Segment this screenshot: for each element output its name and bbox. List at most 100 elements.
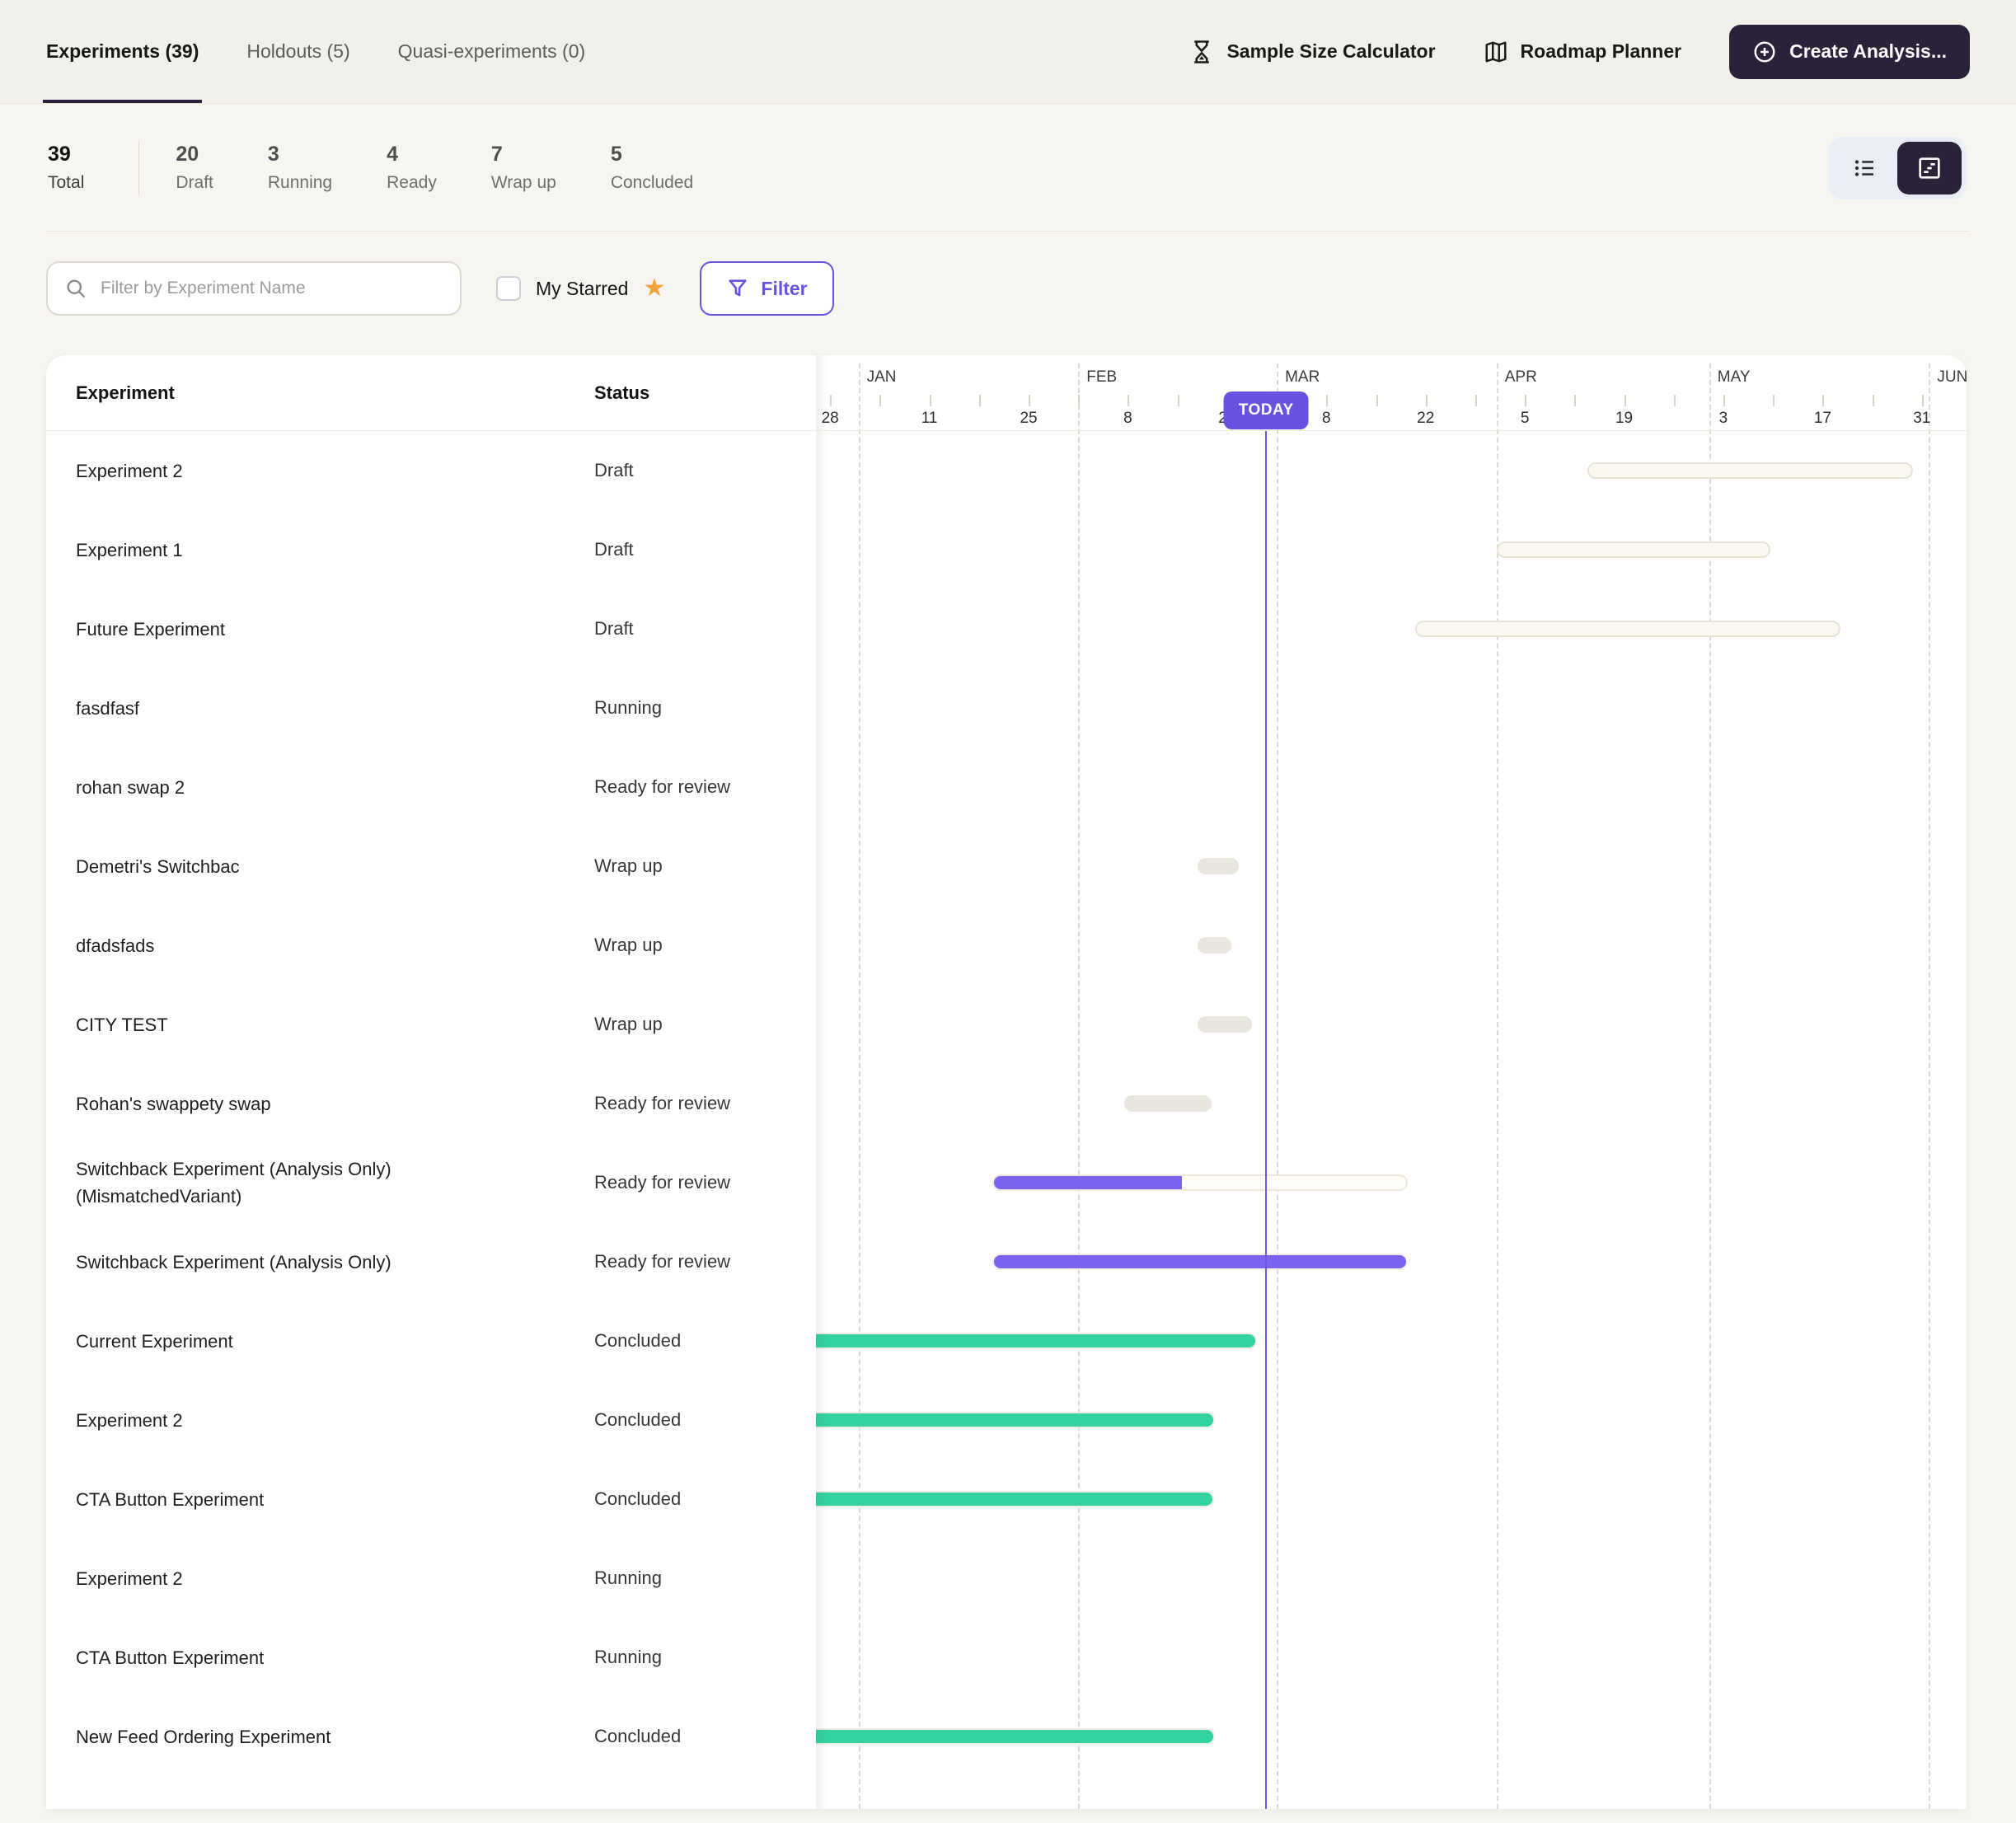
gantt-bar-draft[interactable]: [1587, 462, 1913, 479]
experiment-status: Concluded: [594, 1488, 682, 1509]
star-icon: ★: [643, 274, 666, 302]
create-analysis-button[interactable]: Create Analysis...: [1729, 24, 1970, 79]
roadmap-planner-label: Roadmap Planner: [1520, 40, 1682, 62]
timeline-tick: [1128, 395, 1130, 406]
experiment-status: Draft: [594, 539, 634, 560]
experiment-name: Experiment 1: [76, 539, 183, 560]
stat-total-value: 39: [48, 143, 71, 166]
experiment-name: CITY TEST: [76, 1014, 168, 1035]
experiment-name: Switchback Experiment (Analysis Only): [76, 1251, 391, 1272]
month-label-mar: MAR: [1285, 368, 1320, 386]
timeline-tick-label: 3: [1718, 410, 1728, 427]
stats-row: 39 Total 20 Draft 3 Running 4 Ready 7 Wrap up 5 C…: [0, 104, 2016, 199]
my-starred-label: My Starred: [536, 277, 629, 299]
search-icon: [64, 277, 87, 300]
table-row[interactable]: CTA Button Experiment Concluded: [46, 1460, 1967, 1539]
gantt-bar-gray[interactable]: [1124, 1095, 1212, 1112]
experiment-name: Future Experiment: [76, 618, 225, 640]
roadmap-planner-button[interactable]: Roadmap Planner: [1484, 40, 1682, 64]
timeline-tick: [929, 395, 931, 406]
table-row[interactable]: Demetri's Switchbac Wrap up: [46, 827, 1967, 906]
timeline-tick: [1624, 395, 1626, 406]
experiment-name: Experiment 2: [76, 1409, 183, 1431]
table-row[interactable]: Current Experiment Concluded: [46, 1301, 1967, 1380]
filter-button[interactable]: Filter: [700, 261, 834, 316]
timeline-tick: [1673, 395, 1676, 406]
list-view-button[interactable]: [1833, 142, 1897, 194]
table-row[interactable]: fasdfasf Running: [46, 668, 1967, 747]
gantt-bar-progress[interactable]: [992, 1174, 1409, 1191]
month-label-may: MAY: [1717, 368, 1751, 386]
today-line: [1265, 431, 1268, 1809]
timeline-tick: [1723, 395, 1725, 406]
gantt-bar-green[interactable]: [816, 1412, 1216, 1428]
timeline-view-button[interactable]: [1897, 142, 1962, 194]
column-header-status: Status: [594, 382, 650, 403]
experiment-status: Concluded: [594, 1409, 682, 1430]
gantt-bar-gray[interactable]: [1197, 937, 1232, 954]
table-row[interactable]: Switchback Experiment (Analysis Only) (M…: [46, 1143, 1967, 1222]
stat-draft: 20 Draft: [176, 143, 213, 193]
table-row[interactable]: Experiment 2 Draft: [46, 431, 1967, 510]
experiment-status: Wrap up: [594, 935, 663, 955]
experiment-name: New Feed Ordering Experiment: [76, 1726, 331, 1747]
gantt-bar-gray[interactable]: [1197, 1016, 1252, 1033]
experiment-status: Running: [594, 1568, 662, 1588]
tab-experiments-39[interactable]: Experiments (39): [42, 0, 203, 103]
table-row[interactable]: New Feed Ordering Experiment Concluded: [46, 1697, 1967, 1776]
timeline-tick: [1822, 395, 1825, 406]
tab-holdouts-5[interactable]: Holdouts (5): [246, 40, 350, 62]
month-label-feb: FEB: [1086, 368, 1118, 386]
timeline-tick-label: 28: [821, 410, 839, 427]
gantt-bar-draft[interactable]: [1414, 621, 1840, 637]
search-input[interactable]: [99, 278, 443, 299]
table-row[interactable]: Experiment 1 Draft: [46, 510, 1967, 589]
experiment-name: rohan swap 2: [76, 776, 185, 798]
experiment-status: Draft: [594, 618, 634, 639]
stat-value: 4: [387, 143, 399, 166]
experiment-name: Demetri's Switchbac: [76, 855, 240, 877]
gantt-bar-green[interactable]: [816, 1728, 1216, 1745]
table-row[interactable]: Experiment 2 Running: [46, 1539, 1967, 1618]
gantt-bar-green[interactable]: [816, 1491, 1215, 1507]
timeline-tick: [1773, 395, 1775, 406]
timeline-tick: [1425, 395, 1428, 406]
table-row[interactable]: CTA Button Experiment Running: [46, 1618, 1967, 1697]
month-label-apr: APR: [1504, 368, 1537, 386]
table-row[interactable]: rohan swap 2 Ready for review: [46, 747, 1967, 827]
experiments-table-card: JANFEBMARAPRMAYJUN28112582282251931731TO…: [46, 355, 1967, 1809]
gantt-bar-draft[interactable]: [1496, 541, 1770, 558]
map-icon: [1484, 40, 1508, 64]
month-label-jan: JAN: [866, 368, 897, 386]
stat-value: 7: [490, 143, 503, 166]
table-row[interactable]: CITY TEST Wrap up: [46, 985, 1967, 1064]
table-rows: Experiment 2 Draft Experiment 1 Draft Future…: [46, 431, 1967, 1776]
experiment-name: dfadsfads: [76, 935, 155, 956]
table-row[interactable]: Future Experiment Draft: [46, 589, 1967, 668]
experiment-status: Draft: [594, 460, 634, 480]
tab-quasi-experiments-0[interactable]: Quasi-experiments (0): [397, 40, 586, 62]
gantt-bar-green[interactable]: [816, 1333, 1257, 1349]
experiment-name: Switchback Experiment (Analysis Only) (M…: [76, 1159, 391, 1207]
experiment-status: Wrap up: [594, 855, 663, 876]
today-badge: TODAY: [1223, 391, 1309, 429]
sample-size-calculator-button[interactable]: Sample Size Calculator: [1189, 40, 1436, 64]
my-starred-checkbox[interactable]: [496, 276, 521, 301]
month-gridline-feb: [1078, 363, 1081, 1809]
funnel-icon: [726, 277, 749, 300]
experiment-status: Running: [594, 697, 662, 718]
table-row[interactable]: Experiment 2 Concluded: [46, 1380, 1967, 1460]
main-tabs: Experiments (39) Holdouts (5) Quasi-experi…: [42, 0, 586, 103]
table-row[interactable]: Rohan's swappety swap Ready for review: [46, 1064, 1967, 1143]
gantt-bar-gray[interactable]: [1197, 858, 1240, 874]
table-row[interactable]: dfadsfads Wrap up: [46, 906, 1967, 985]
stat-label: Ready: [387, 172, 437, 192]
experiment-status: Concluded: [594, 1330, 682, 1351]
gantt-bar-purple[interactable]: [992, 1254, 1409, 1270]
table-row[interactable]: Switchback Experiment (Analysis Only) Rea…: [46, 1222, 1967, 1301]
timeline-tick: [1078, 395, 1081, 406]
topbar: Experiments (39) Holdouts (5) Quasi-experi…: [0, 0, 2016, 104]
stat-value: 3: [267, 143, 279, 166]
experiment-status: Wrap up: [594, 1014, 663, 1034]
section-divider: [46, 231, 1970, 232]
